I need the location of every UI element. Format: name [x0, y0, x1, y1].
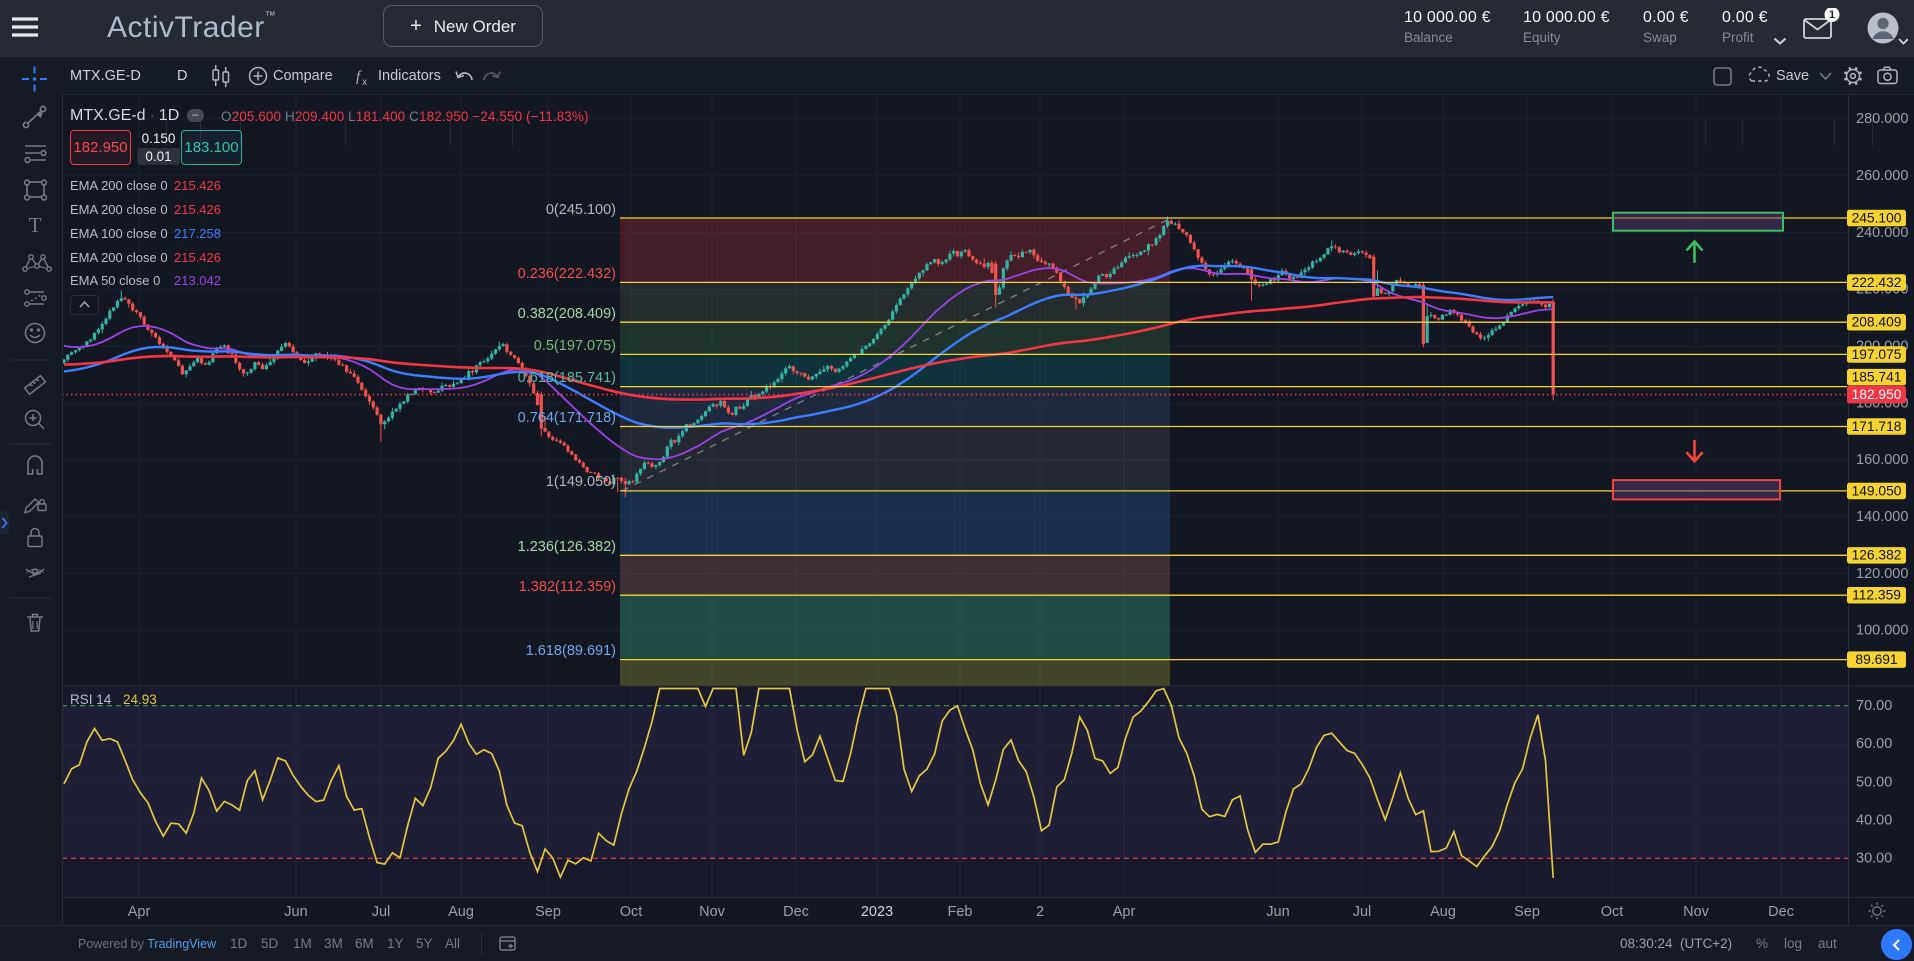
svg-text:100.000: 100.000 [1856, 623, 1908, 639]
svg-text:Nov: Nov [1683, 904, 1710, 920]
svg-text:30.00: 30.00 [1856, 851, 1892, 867]
svg-text:Apr: Apr [128, 904, 151, 920]
svg-text:208.409: 208.409 [1852, 315, 1902, 330]
svg-text:f: f [356, 69, 362, 85]
svg-text:Aug: Aug [448, 904, 474, 920]
svg-text:Sep: Sep [1514, 904, 1540, 920]
svg-text:197.075: 197.075 [1852, 347, 1902, 362]
svg-text:Feb: Feb [948, 904, 973, 920]
svg-text:Jun: Jun [1266, 904, 1289, 920]
svg-text:x: x [362, 77, 367, 88]
svg-text:Jun: Jun [284, 904, 307, 920]
svg-text:260.000: 260.000 [1856, 168, 1908, 184]
svg-text:280.000: 280.000 [1856, 111, 1908, 127]
svg-text:Dec: Dec [783, 904, 809, 920]
svg-text:245.100: 245.100 [1852, 210, 1902, 225]
svg-text:60.00: 60.00 [1856, 736, 1892, 752]
svg-text:50.00: 50.00 [1856, 774, 1892, 790]
svg-text:Apr: Apr [1113, 904, 1136, 920]
svg-text:171.718: 171.718 [1852, 419, 1902, 434]
svg-text:Sep: Sep [535, 904, 561, 920]
svg-text:Aug: Aug [1430, 904, 1456, 920]
svg-text:Jul: Jul [1353, 904, 1372, 920]
svg-text:T: T [29, 213, 42, 237]
svg-text:160.000: 160.000 [1856, 452, 1908, 468]
svg-text:112.359: 112.359 [1852, 588, 1901, 603]
svg-text:Oct: Oct [1601, 904, 1624, 920]
svg-text:240.000: 240.000 [1856, 225, 1908, 241]
svg-text:1: 1 [1829, 9, 1835, 21]
svg-text:222.432: 222.432 [1852, 275, 1902, 290]
svg-text:Oct: Oct [620, 904, 643, 920]
svg-text:185.741: 185.741 [1852, 370, 1902, 385]
svg-text:89.691: 89.691 [1855, 652, 1897, 667]
svg-text:120.000: 120.000 [1856, 566, 1908, 582]
svg-text:Nov: Nov [699, 904, 726, 920]
svg-text:140.000: 140.000 [1856, 509, 1908, 525]
svg-text:40.00: 40.00 [1856, 813, 1892, 829]
svg-text:Jul: Jul [372, 904, 391, 920]
svg-text:126.382: 126.382 [1852, 548, 1902, 563]
svg-text:2023: 2023 [861, 904, 893, 920]
svg-text:70.00: 70.00 [1856, 698, 1892, 714]
svg-text:Dec: Dec [1768, 904, 1794, 920]
svg-text:149.050: 149.050 [1852, 483, 1902, 498]
svg-text:182.950: 182.950 [1852, 387, 1902, 402]
svg-text:2: 2 [1036, 904, 1044, 920]
